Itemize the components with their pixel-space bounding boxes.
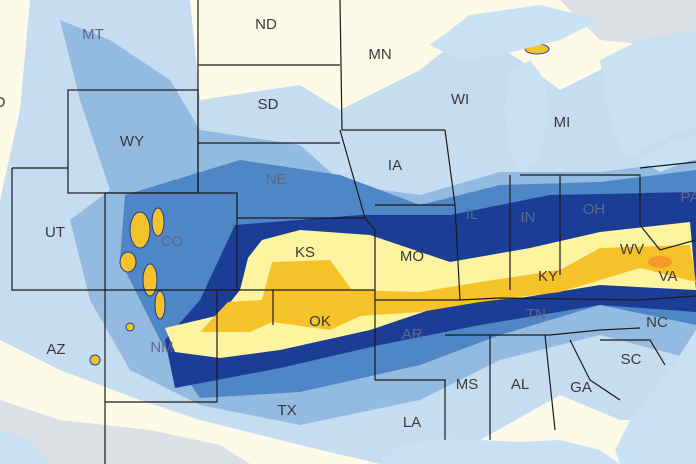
lake-huron: [600, 30, 696, 160]
state-label-nc: NC: [646, 314, 668, 331]
state-label-sc: SC: [621, 351, 642, 368]
state-label-pa: PA: [681, 189, 696, 206]
state-label-sd: SD: [258, 96, 279, 113]
state-label-ky: KY: [538, 268, 558, 285]
state-label-ga: GA: [570, 379, 592, 396]
state-labels: ID MT ND MN WI MI SD WY NE IA UT CO KS M…: [0, 16, 696, 431]
state-label-mo: MO: [400, 248, 424, 265]
state-label-nd: ND: [255, 16, 277, 33]
state-label-tn: TN: [526, 306, 546, 323]
state-label-va: VA: [659, 268, 678, 285]
state-label-id: ID: [0, 94, 6, 111]
mountain-snow-spots: [89, 207, 166, 366]
snow-band-orange: [648, 256, 672, 268]
state-label-wv: WV: [620, 241, 644, 258]
gulf-of-california: [0, 430, 50, 464]
lake-michigan: [505, 60, 548, 172]
state-borders: [11, 0, 696, 464]
gulf-of-mexico: [380, 438, 620, 464]
state-label-wy: WY: [120, 133, 144, 150]
state-label-co: CO: [161, 233, 184, 250]
state-label-nm: NM: [150, 339, 173, 356]
state-label-mn: MN: [368, 46, 391, 63]
state-label-ks: KS: [295, 244, 315, 261]
state-label-ia: IA: [388, 157, 402, 174]
atlantic-ocean: [615, 330, 696, 464]
lake-erie: [640, 135, 696, 172]
state-label-la: LA: [403, 414, 421, 431]
state-label-ut: UT: [45, 224, 65, 241]
state-label-ok: OK: [309, 313, 331, 330]
state-label-wi: WI: [451, 91, 469, 108]
state-label-ms: MS: [456, 376, 479, 393]
state-label-mt: MT: [82, 26, 104, 43]
state-label-oh: OH: [583, 201, 606, 218]
state-label-tx: TX: [277, 402, 296, 419]
state-label-ne: NE: [266, 171, 287, 188]
state-label-in: IN: [521, 209, 536, 226]
state-label-al: AL: [511, 376, 529, 393]
lake-superior: [430, 5, 600, 60]
state-label-ar: AR: [402, 326, 423, 343]
mexico-land: [0, 400, 250, 464]
state-label-az: AZ: [46, 341, 65, 358]
state-label-il: IL: [466, 206, 479, 223]
state-label-mi: MI: [554, 114, 571, 131]
snow-band-gold: [200, 245, 696, 332]
